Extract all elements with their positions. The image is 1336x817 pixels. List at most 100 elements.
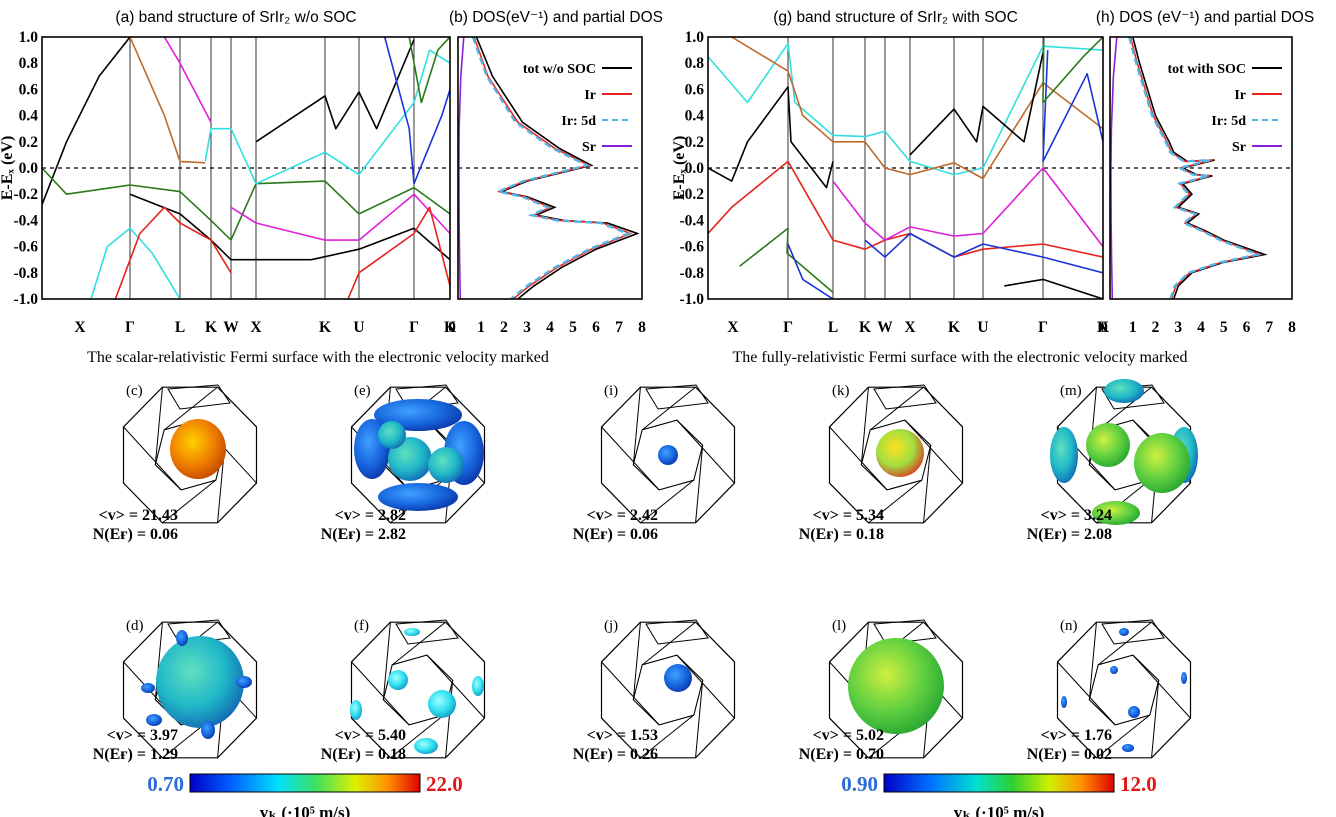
fermi-surface-sheet	[664, 664, 692, 692]
y-tick-label: -0.4	[679, 212, 704, 229]
y-tick-label: -1.0	[13, 291, 38, 308]
y-tick-label: 0.4	[19, 108, 39, 125]
fermi-surface-sheet	[156, 636, 244, 728]
dos-frame	[1109, 36, 1293, 300]
band-frame	[41, 36, 451, 300]
fermi-surface-sheet	[350, 700, 362, 720]
band-line	[832, 167, 1103, 248]
colorbar-min: 0.90	[841, 772, 878, 796]
band-panel-0: (a) band structure of SrIr₂ w/o SOC E-Eₓ …	[0, 9, 456, 336]
dos-frame	[457, 36, 643, 300]
colorbar-min: 0.70	[147, 772, 184, 796]
k-point-label: Γ	[783, 319, 793, 336]
dos-panel-1: (h) DOS (eV⁻¹) and partial DOS 0 1 2 3 4 5 6 7 8 t…	[1096, 9, 1314, 336]
k-point-label: X	[904, 319, 916, 336]
fermi-surface-sheet	[428, 690, 456, 718]
fermi-surface-sheet	[388, 437, 432, 481]
dos-title: (h) DOS (eV⁻¹) and partial DOS	[1096, 9, 1314, 26]
dos-tick-label: 2	[1152, 319, 1160, 336]
panel-label: (d)	[126, 618, 144, 634]
band-line	[1042, 37, 1103, 104]
bz-edge	[676, 654, 735, 719]
band-line	[708, 86, 834, 189]
band-line	[42, 37, 131, 205]
y-axis-label: E-Eₓ (eV)	[0, 136, 16, 201]
bz-j: (j) <v> = 1.53 N(Eғ) = 0.26	[573, 618, 736, 763]
bz-edge	[1132, 654, 1191, 719]
k-point-label: K	[444, 319, 456, 336]
dos-tick-label: 2	[500, 319, 508, 336]
k-point-label: K	[1097, 319, 1109, 336]
dos-tick-label: 0	[1100, 319, 1108, 336]
fermi-surface-sheet	[1050, 427, 1078, 483]
band-line	[204, 49, 450, 185]
fermi-dos: N(Eғ) = 0.18	[799, 526, 884, 543]
dos-tick-label: 4	[546, 319, 554, 336]
y-tick-label: 0.6	[19, 81, 39, 98]
mean-velocity: <v> = 1.76	[1041, 727, 1112, 744]
fermi-surface-sheet	[201, 721, 215, 739]
bz-edge	[923, 445, 932, 523]
bz-edge	[162, 479, 217, 524]
colorbar-max: 12.0	[1120, 772, 1157, 796]
bz-edge	[640, 479, 695, 524]
bz-edge	[123, 426, 182, 491]
band-line	[90, 227, 181, 299]
bz-face	[873, 384, 937, 410]
bz-face	[395, 619, 459, 645]
bz-edge	[676, 419, 735, 484]
colorbar-gradient	[883, 773, 1115, 793]
k-point-label: X	[727, 319, 739, 336]
bz-e: (e) <v> = 2.82 N(Eғ) = 2.82	[321, 383, 486, 543]
colorbar-label: vₖ (·10⁵ m/s)	[954, 803, 1045, 817]
mean-velocity: <v> = 3.24	[1041, 507, 1112, 524]
fermi-surface-sheet	[1181, 672, 1187, 684]
panel-label: (f)	[354, 618, 369, 634]
colorbar-gradient	[189, 773, 421, 793]
dos-line-2	[1128, 37, 1263, 299]
k-point-label: W	[877, 319, 893, 336]
bz-edge	[632, 622, 641, 700]
k-point-label: X	[74, 319, 86, 336]
dos-tick-label: 0	[448, 319, 456, 336]
mean-velocity: <v> = 5.40	[335, 727, 406, 744]
dos-tick-label: 3	[1174, 319, 1182, 336]
y-tick-label: 0.0	[19, 160, 39, 177]
bz-c: (c) <v> = 21.43 N(Eғ) = 0.06	[93, 383, 258, 543]
bz-face	[645, 619, 709, 645]
bz-face	[167, 384, 231, 410]
mean-velocity: <v> = 2.42	[587, 507, 658, 524]
panel-label: (i)	[604, 383, 618, 399]
bz-face	[1101, 619, 1165, 645]
bz-n: (n) <v> = 1.76 N(Eғ) = 0.02	[1027, 618, 1192, 763]
fermi-surface-sheet	[176, 630, 188, 646]
bz-edge	[695, 680, 704, 758]
dos-tick-label: 1	[1129, 319, 1137, 336]
fermi-surface-sheet	[1061, 696, 1067, 708]
band-line	[864, 232, 1103, 274]
fermi-surface-sheet	[472, 676, 484, 696]
colorbar-right: 0.90 12.0 vₖ (·10⁵ m/s)	[841, 772, 1157, 817]
bz-f: (f) <v> = 5.40 N(Eғ) = 0.18	[321, 618, 486, 763]
fermi-dos: N(Eғ) = 0.06	[93, 526, 178, 543]
dos-tick-label: 6	[592, 319, 600, 336]
y-tick-label: 0.8	[685, 55, 705, 72]
bz-edge	[904, 419, 963, 484]
band-curves	[42, 37, 450, 299]
bz-face	[1088, 654, 1160, 726]
panel-label: (m)	[1060, 383, 1082, 399]
dos-series	[1110, 37, 1268, 299]
legend-entry: Ir	[584, 88, 596, 103]
y-tick-label: -1.0	[679, 291, 704, 308]
fermi-dos: N(Eғ) = 2.08	[1027, 526, 1112, 543]
bz-edge	[351, 661, 410, 726]
bz-i: (i) <v> = 2.42 N(Eғ) = 0.06	[573, 383, 736, 543]
bz-edge	[445, 680, 454, 758]
bz-edge	[391, 621, 446, 666]
fermi-surface-sheet	[1092, 501, 1140, 525]
bz-edge	[641, 386, 696, 431]
band-line	[731, 37, 1103, 180]
k-point-label: K	[948, 319, 960, 336]
band-line	[129, 193, 450, 261]
